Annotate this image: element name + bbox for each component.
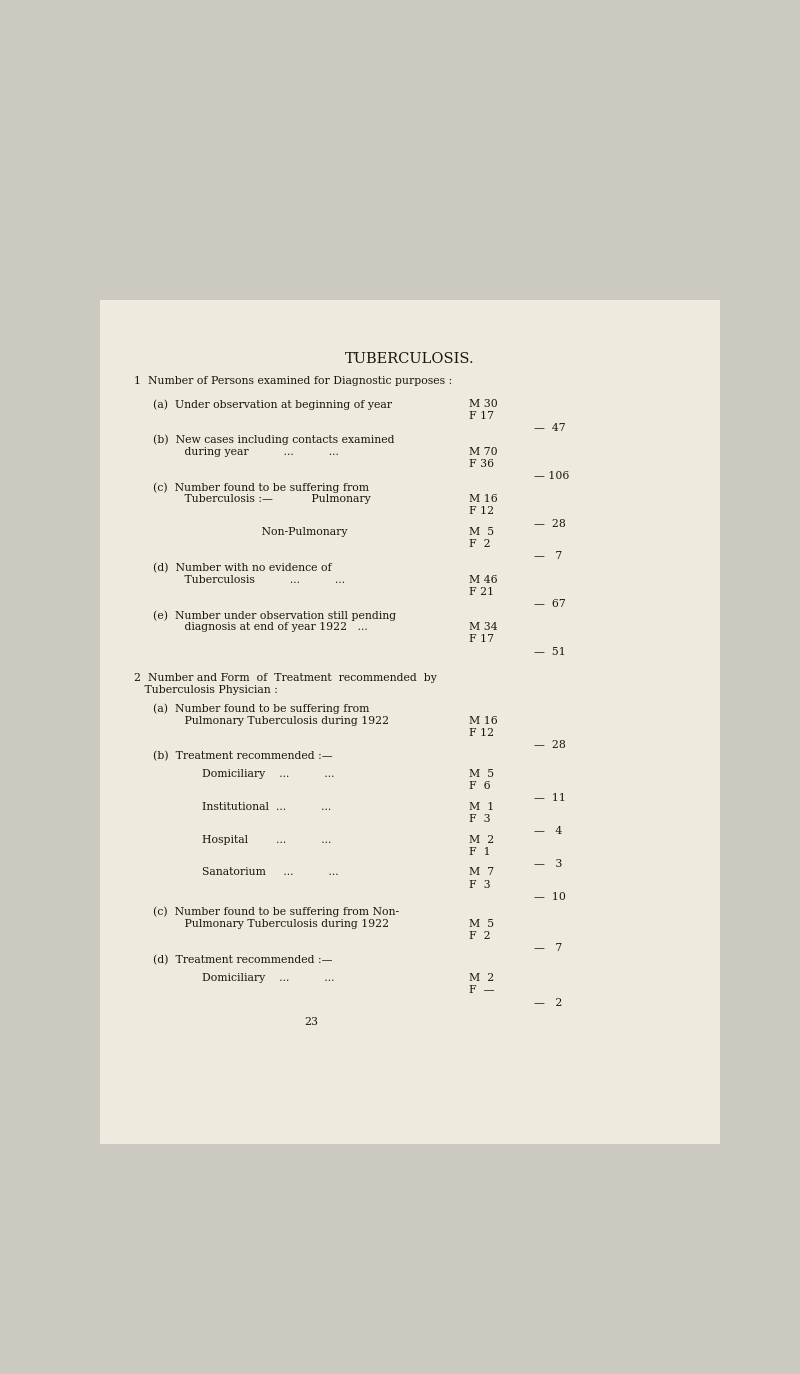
Text: (a)  Under observation at beginning of year: (a) Under observation at beginning of ye… (153, 398, 392, 409)
Text: F  2: F 2 (469, 930, 490, 941)
Text: M  7: M 7 (469, 867, 494, 878)
Text: M  5: M 5 (469, 769, 494, 779)
Text: F 21: F 21 (469, 587, 494, 598)
Text: M  2: M 2 (469, 834, 494, 845)
Text: F 12: F 12 (469, 728, 494, 738)
Text: (b)  New cases including contacts examined: (b) New cases including contacts examine… (153, 436, 394, 445)
Text: F  2: F 2 (469, 539, 490, 550)
Text: M 46: M 46 (469, 576, 498, 585)
Text: M  5: M 5 (469, 919, 494, 929)
Text: —   2: — 2 (534, 998, 562, 1007)
Text: F  3: F 3 (469, 813, 490, 824)
Text: (c)  Number found to be suffering from Non-: (c) Number found to be suffering from No… (153, 907, 399, 916)
Text: —   3: — 3 (534, 859, 562, 868)
Text: —  28: — 28 (534, 518, 566, 529)
Text: Sanatorium     ...          ...: Sanatorium ... ... (153, 867, 338, 878)
Text: —   4: — 4 (534, 826, 562, 837)
Text: M  5: M 5 (469, 528, 494, 537)
Text: F 36: F 36 (469, 459, 494, 470)
Text: M 16: M 16 (469, 716, 498, 725)
Text: Institutional  ...          ...: Institutional ... ... (153, 802, 331, 812)
Text: Non-Pulmonary: Non-Pulmonary (153, 528, 347, 537)
Text: Tuberculosis Physician :: Tuberculosis Physician : (134, 686, 278, 695)
Text: F 17: F 17 (469, 411, 494, 420)
Text: F  3: F 3 (469, 879, 490, 889)
Text: M  2: M 2 (469, 973, 494, 984)
Text: —  51: — 51 (534, 647, 566, 657)
Text: Domiciliary    ...          ...: Domiciliary ... ... (153, 973, 334, 984)
Text: (e)  Number under observation still pending: (e) Number under observation still pendi… (153, 610, 396, 621)
Text: 23: 23 (304, 1017, 318, 1026)
Text: —  11: — 11 (534, 793, 566, 804)
Text: —  47: — 47 (534, 423, 566, 433)
Text: during year          ...          ...: during year ... ... (153, 447, 338, 458)
Text: —  28: — 28 (534, 739, 566, 750)
Text: (c)  Number found to be suffering from: (c) Number found to be suffering from (153, 482, 369, 492)
Text: diagnosis at end of year 1922   ...: diagnosis at end of year 1922 ... (153, 622, 367, 632)
Text: —  67: — 67 (534, 599, 566, 610)
Text: M 30: M 30 (469, 398, 498, 409)
Text: (b)  Treatment recommended :—: (b) Treatment recommended :— (153, 750, 332, 761)
Text: F 17: F 17 (469, 635, 494, 644)
Text: M 70: M 70 (469, 447, 498, 458)
Text: —   7: — 7 (534, 551, 562, 562)
Text: M 16: M 16 (469, 495, 498, 504)
Text: Tuberculosis :—           Pulmonary: Tuberculosis :— Pulmonary (153, 495, 370, 504)
Text: 2  Number and Form  of  Treatment  recommended  by: 2 Number and Form of Treatment recommend… (134, 673, 437, 683)
Text: Pulmonary Tuberculosis during 1922: Pulmonary Tuberculosis during 1922 (153, 919, 389, 929)
Text: (d)  Number with no evidence of: (d) Number with no evidence of (153, 563, 331, 573)
Text: M 34: M 34 (469, 622, 498, 632)
Text: —   7: — 7 (534, 943, 562, 954)
Text: 1  Number of Persons examined for Diagnostic purposes :: 1 Number of Persons examined for Diagnos… (134, 376, 452, 386)
Text: Pulmonary Tuberculosis during 1922: Pulmonary Tuberculosis during 1922 (153, 716, 389, 725)
Text: F 12: F 12 (469, 507, 494, 517)
Bar (100, 301, 720, 1143)
Text: Domiciliary    ...          ...: Domiciliary ... ... (153, 769, 334, 779)
Text: Hospital        ...          ...: Hospital ... ... (153, 834, 331, 845)
Text: TUBERCULOSIS.: TUBERCULOSIS. (345, 352, 475, 365)
Text: F  6: F 6 (469, 782, 490, 791)
Text: (a)  Number found to be suffering from: (a) Number found to be suffering from (153, 703, 369, 714)
Text: F  —: F — (469, 985, 494, 995)
Text: Tuberculosis          ...          ...: Tuberculosis ... ... (153, 576, 345, 585)
Text: —  10: — 10 (534, 892, 566, 901)
Text: M  1: M 1 (469, 802, 494, 812)
Text: (d)  Treatment recommended :—: (d) Treatment recommended :— (153, 955, 332, 965)
Text: — 106: — 106 (534, 471, 570, 481)
Text: F  1: F 1 (469, 846, 490, 857)
